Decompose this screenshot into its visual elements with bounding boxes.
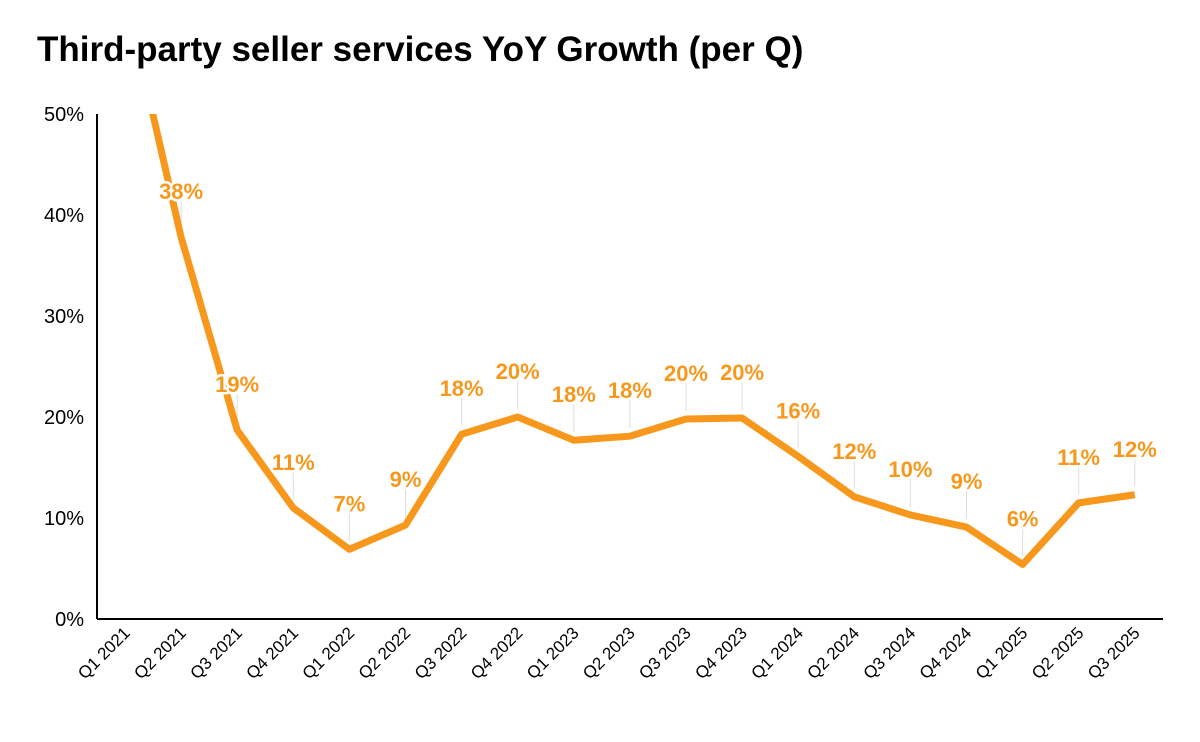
y-tick-label: 40%	[44, 205, 84, 227]
data-label: 20%	[720, 360, 764, 385]
x-tick-label: Q4 2022	[467, 623, 527, 683]
x-tick-label: Q1 2024	[747, 623, 807, 683]
data-label: 18%	[440, 376, 484, 401]
data-label: 20%	[496, 359, 540, 384]
data-label: 18%	[608, 378, 652, 403]
x-tick-label: Q3 2023	[635, 623, 695, 683]
x-tick-label: Q4 2023	[691, 623, 751, 683]
data-label: 20%	[664, 361, 708, 386]
data-label: 11%	[272, 450, 315, 475]
data-label: 11%	[1057, 445, 1100, 470]
data-label: 18%	[552, 382, 596, 407]
x-tick-label: Q2 2022	[355, 623, 415, 683]
x-tick-label: Q3 2021	[186, 623, 246, 683]
y-tick-label: 10%	[44, 508, 84, 530]
x-tick-label: Q3 2024	[860, 623, 920, 683]
x-tick-label: Q2 2021	[130, 623, 190, 683]
chart-title: Third-party seller services YoY Growth (…	[37, 30, 804, 69]
x-tick-label: Q1 2021	[74, 623, 134, 683]
data-label: 10%	[888, 457, 932, 482]
data-label: 7%	[334, 491, 366, 516]
data-label: 38%	[159, 179, 203, 204]
y-tick-label: 30%	[44, 306, 84, 328]
data-label: 9%	[390, 467, 422, 492]
x-tick-label: Q2 2023	[579, 623, 639, 683]
x-tick-label: Q1 2022	[299, 623, 359, 683]
data-label: 9%	[951, 469, 983, 494]
x-tick-label: Q2 2024	[804, 623, 864, 683]
y-tick-label: 50%	[44, 104, 84, 126]
x-tick-label: Q4 2021	[243, 623, 303, 683]
y-tick-label: 0%	[55, 609, 84, 631]
x-tick-label: Q2 2025	[1028, 623, 1088, 683]
data-label: 16%	[776, 398, 820, 423]
x-tick-label: Q1 2023	[523, 623, 583, 683]
y-tick-label: 20%	[44, 407, 84, 429]
data-label: 12%	[1113, 437, 1157, 462]
data-line	[149, 114, 1136, 568]
x-tick-label: Q4 2024	[916, 623, 976, 683]
x-tick-label: Q3 2022	[411, 623, 471, 683]
data-label: 12%	[832, 439, 876, 464]
x-tick-label: Q3 2025	[1084, 623, 1144, 683]
x-tick-label: Q1 2025	[972, 623, 1032, 683]
data-label: 19%	[215, 372, 259, 397]
data-label: 6%	[1007, 506, 1039, 531]
